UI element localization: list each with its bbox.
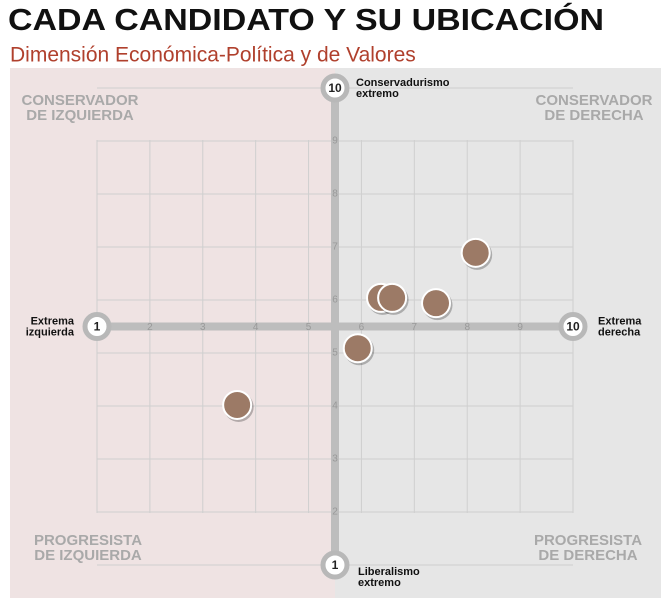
y-tick-label: 8	[332, 189, 338, 200]
x-tick-label: 4	[253, 322, 259, 333]
y-tick-label-circle	[320, 73, 350, 103]
y-tick-label: 7	[332, 242, 338, 253]
point	[377, 282, 408, 313]
axis-label: izquierda	[26, 326, 75, 338]
chart-title: CADA CANDIDATO Y SU UBICACIÓN	[8, 1, 604, 37]
x-tick-label: 5	[306, 322, 312, 333]
x-tick-label-circle	[558, 312, 588, 341]
axis-label: Liberalismo	[358, 566, 420, 578]
quadrant-label: DE IZQUIERDA	[26, 107, 134, 124]
axis-label: Extrema	[31, 315, 75, 327]
y-tick-label: 6	[332, 295, 338, 306]
quadrant-label: DE DERECHA	[544, 107, 643, 124]
quadrant-label: PROGRESISTA	[534, 532, 642, 549]
y-tick-label: 9	[332, 136, 338, 147]
chart-subtitle: Dimensión Económica-Política y de Valore…	[10, 44, 416, 67]
y-tick-label: 4	[332, 401, 338, 412]
quadrant-label: CONSERVADOR	[22, 92, 139, 109]
axis-label: extremo	[356, 88, 399, 100]
axis-label: Conservadurismo	[356, 77, 450, 89]
x-tick-label: 7	[412, 322, 418, 333]
y-tick-label: 5	[332, 348, 338, 359]
y-tick-label-circle	[320, 550, 350, 580]
left-background	[10, 68, 335, 598]
y-tick-label: 10	[328, 81, 342, 95]
quadrant-label: CONSERVADOR	[536, 92, 653, 109]
x-tick-label: 10	[566, 320, 580, 334]
point	[342, 333, 373, 364]
x-tick-label: 3	[200, 322, 206, 333]
point	[421, 288, 452, 319]
x-tick-label: 9	[517, 322, 523, 333]
axis-label: derecha	[598, 326, 641, 338]
axis-label: Extrema	[598, 315, 642, 327]
x-tick-label: 6	[359, 322, 365, 333]
x-tick-label-circle	[82, 312, 112, 341]
y-tick-label: 2	[332, 507, 338, 518]
right-background	[335, 68, 661, 598]
axis-label: extremo	[358, 577, 401, 589]
y-tick-label: 3	[332, 454, 338, 465]
x-tick-label: 2	[147, 322, 153, 333]
quadrant-label: DE DERECHA	[538, 547, 637, 564]
point	[460, 237, 491, 268]
point	[222, 389, 253, 420]
quadrant-label: DE IZQUIERDA	[34, 547, 142, 564]
quadrant-label: PROGRESISTA	[34, 532, 142, 549]
x-tick-label: 1	[94, 320, 101, 334]
y-tick-label: 1	[332, 558, 339, 572]
x-tick-label: 8	[464, 322, 470, 333]
